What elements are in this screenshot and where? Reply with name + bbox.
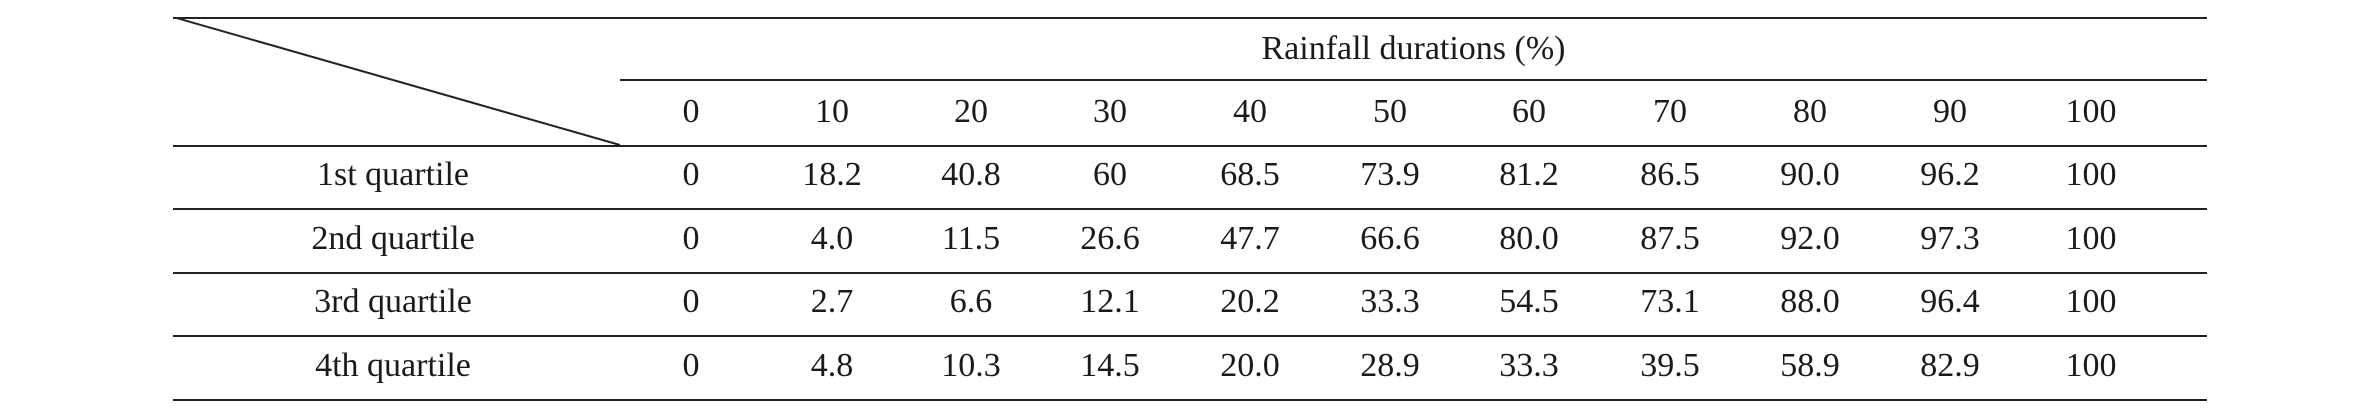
table-cell: 100 xyxy=(2065,283,2117,320)
header-bottom-rule xyxy=(173,145,2207,147)
table-cell: 90.0 xyxy=(1780,156,1840,193)
table-cell: 2.7 xyxy=(810,283,854,320)
column-header: 10 xyxy=(815,93,849,130)
table-cell: 73.9 xyxy=(1360,156,1420,193)
column-header: 90 xyxy=(1933,93,1967,130)
table-cell: 68.5 xyxy=(1220,156,1280,193)
column-header: 30 xyxy=(1093,93,1127,130)
table-cell: 39.5 xyxy=(1640,347,1700,384)
table-cell: 11.5 xyxy=(941,220,1001,257)
table-cell: 86.5 xyxy=(1640,156,1700,193)
row-divider xyxy=(173,208,2207,210)
table-cell: 100 xyxy=(2065,156,2117,193)
table-cell: 20.0 xyxy=(1220,347,1280,384)
table-cell: 6.6 xyxy=(949,283,993,320)
table-cell: 100 xyxy=(2065,220,2117,257)
table-cell: 47.7 xyxy=(1220,220,1280,257)
table-cell: 0 xyxy=(682,347,700,384)
row-divider xyxy=(173,272,2207,274)
table-cell: 0 xyxy=(682,220,700,257)
table-cell: 81.2 xyxy=(1499,156,1559,193)
column-header: 40 xyxy=(1233,93,1267,130)
table-cell: 96.2 xyxy=(1920,156,1980,193)
table-cell: 58.9 xyxy=(1780,347,1840,384)
table-cell: 26.6 xyxy=(1080,220,1140,257)
row-divider xyxy=(173,335,2207,337)
spanning-header: Rainfall durations (%) xyxy=(1261,30,1566,67)
row-label: 1st quartile xyxy=(316,156,470,193)
column-header: 0 xyxy=(682,93,700,130)
table-cell: 4.0 xyxy=(810,220,854,257)
table-cell: 82.9 xyxy=(1920,347,1980,384)
table-cell: 80.0 xyxy=(1499,220,1559,257)
header-sub-rule xyxy=(620,79,2207,81)
table-cell: 18.2 xyxy=(802,156,862,193)
table-cell: 40.8 xyxy=(941,156,1001,193)
table-cell: 87.5 xyxy=(1640,220,1700,257)
table-cell: 10.3 xyxy=(941,347,1001,384)
table-cell: 97.3 xyxy=(1920,220,1980,257)
table-cell: 96.4 xyxy=(1920,283,1980,320)
column-header: 50 xyxy=(1373,93,1407,130)
diagonal-header-divider xyxy=(173,17,621,146)
top-rule xyxy=(173,17,2207,19)
rainfall-duration-table: Rainfall durations (%) 0 10 20 30 40 50 60 70 80… xyxy=(173,17,2207,401)
row-label: 2nd quartile xyxy=(311,220,475,257)
table-cell: 12.1 xyxy=(1080,283,1140,320)
table-cell: 14.5 xyxy=(1080,347,1140,384)
row-label: 3rd quartile xyxy=(314,283,472,320)
table-cell: 33.3 xyxy=(1499,347,1559,384)
column-header: 20 xyxy=(954,93,988,130)
table-cell: 33.3 xyxy=(1360,283,1420,320)
table-cell: 4.8 xyxy=(810,347,854,384)
table-cell: 0 xyxy=(682,283,700,320)
row-label: 4th quartile xyxy=(315,347,471,384)
table-cell: 73.1 xyxy=(1640,283,1700,320)
bottom-rule xyxy=(173,399,2207,401)
column-header: 80 xyxy=(1793,93,1827,130)
table-cell: 20.2 xyxy=(1220,283,1280,320)
column-header: 70 xyxy=(1653,93,1687,130)
column-header: 100 xyxy=(2065,93,2117,130)
column-header: 60 xyxy=(1512,93,1546,130)
table-cell: 60 xyxy=(1093,156,1127,193)
table-cell: 28.9 xyxy=(1360,347,1420,384)
table-cell: 54.5 xyxy=(1499,283,1559,320)
table-cell: 88.0 xyxy=(1780,283,1840,320)
table-cell: 92.0 xyxy=(1780,220,1840,257)
table-cell: 0 xyxy=(682,156,700,193)
table-cell: 100 xyxy=(2065,347,2117,384)
table-cell: 66.6 xyxy=(1360,220,1420,257)
